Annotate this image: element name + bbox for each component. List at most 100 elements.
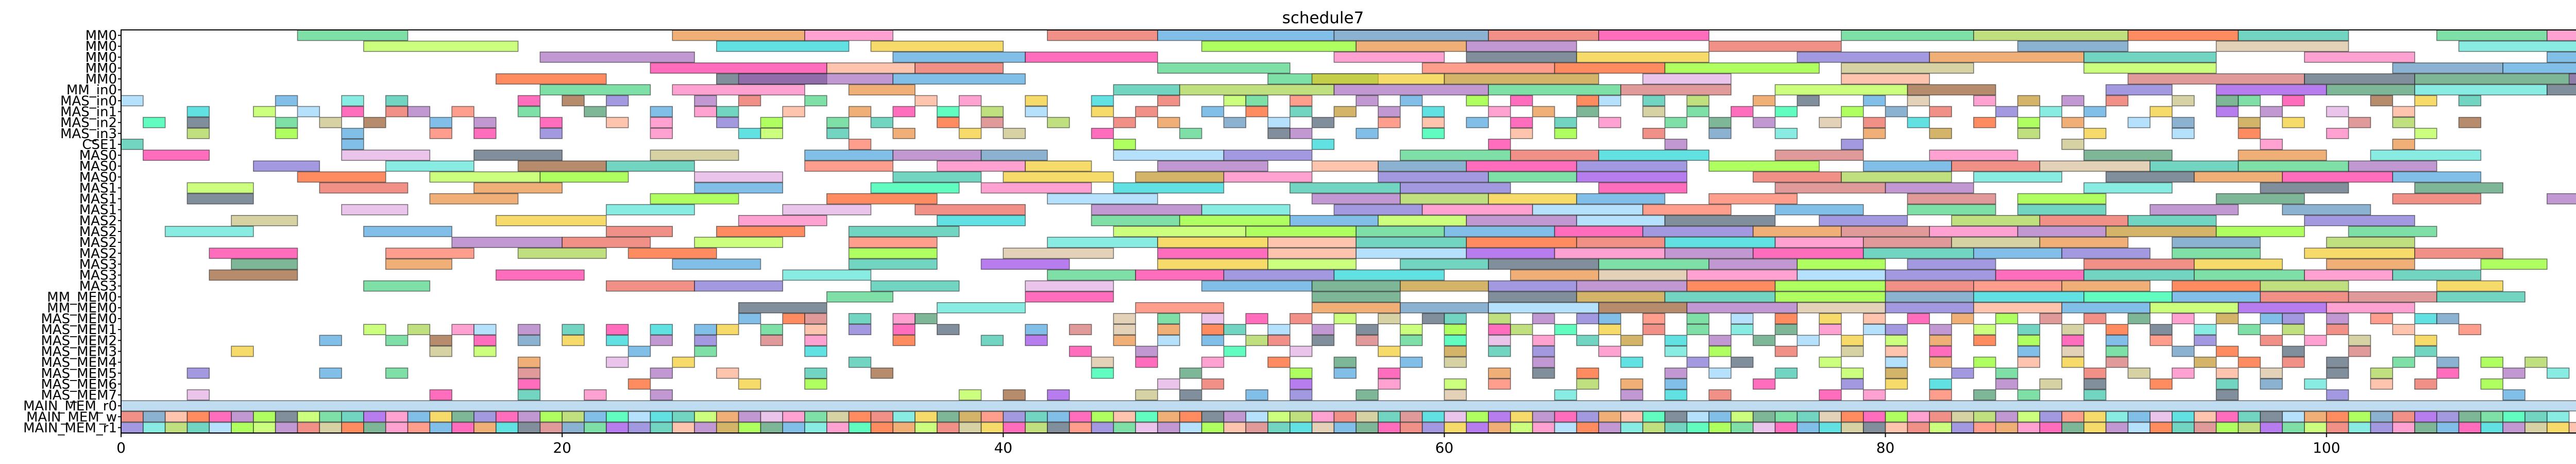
task-bar: [1003, 411, 1026, 423]
task-bar: [1841, 171, 1952, 183]
task-bar: [2304, 215, 2415, 226]
task-bar: [958, 411, 982, 423]
task-bar: [1223, 422, 1246, 434]
task-bar: [2414, 73, 2576, 85]
task-bar: [1025, 291, 1114, 303]
task-bar: [1797, 422, 1820, 434]
task-bar: [1885, 356, 1908, 368]
task-bar: [848, 106, 872, 118]
task-bar: [2017, 389, 2041, 401]
y-tick-label: MAS_in3: [60, 126, 117, 142]
task-bar: [1421, 117, 1445, 128]
task-bar: [2215, 40, 2349, 52]
task-bar: [1708, 193, 1798, 205]
task-bar: [760, 324, 784, 336]
task-bar: [2017, 324, 2041, 336]
task-bar: [628, 345, 651, 357]
task-bar: [1201, 280, 1313, 292]
y-tick-label: MAS2: [79, 235, 117, 251]
task-bar: [1069, 411, 1092, 423]
task-bar: [2326, 367, 2349, 379]
task-bar: [1752, 411, 1776, 423]
task-bar: [2172, 247, 2261, 259]
task-bar: [848, 247, 938, 259]
task-bar: [1466, 411, 1489, 423]
task-bar: [495, 269, 585, 281]
task-bar: [2458, 40, 2576, 52]
task-bar: [1774, 84, 1908, 96]
task-bar: [2414, 422, 2437, 434]
task-bar: [1554, 117, 1578, 128]
task-bar: [605, 422, 629, 434]
task-bar: [2436, 280, 2503, 292]
task-bar: [539, 422, 563, 434]
task-bar: [429, 127, 452, 139]
task-bar: [605, 411, 629, 423]
task-bar: [1797, 411, 1820, 423]
task-bar: [1510, 95, 1533, 107]
task-bar: [1731, 411, 1754, 423]
task-bar: [1576, 313, 1599, 324]
y-tick-label: MAS_MEM6: [41, 377, 117, 392]
task-bar: [1091, 356, 1114, 368]
task-bar: [1774, 345, 1798, 357]
task-bar: [1598, 117, 1621, 128]
task-bar: [2304, 422, 2327, 434]
task-bar: [1620, 335, 1643, 346]
task-bar: [2304, 269, 2393, 281]
task-bar: [1620, 356, 1643, 368]
task-bar: [2172, 237, 2261, 248]
y-tick-label: MAS_MEM1: [41, 322, 117, 338]
task-bar: [539, 411, 563, 423]
task-bar: [1421, 204, 1533, 216]
task-bar: [2083, 422, 2107, 434]
task-bar: [914, 313, 938, 324]
task-bar: [1973, 29, 2129, 41]
task-bar: [2194, 258, 2283, 270]
task-bar: [2326, 356, 2349, 368]
task-bar: [870, 40, 1004, 52]
task-bar: [1510, 127, 1533, 139]
task-bar: [2238, 356, 2261, 368]
task-bar: [1400, 280, 1489, 292]
x-axis: 0 20 40 60 80 100: [116, 433, 2340, 456]
task-bar: [2392, 193, 2482, 205]
task-bar: [1289, 422, 1313, 434]
task-bar: [1951, 160, 2041, 172]
task-bar: [1091, 127, 1114, 139]
task-bar: [826, 117, 850, 128]
task-bar: [1444, 422, 1467, 434]
task-bar: [1267, 237, 1357, 248]
task-bar: [1929, 226, 2019, 237]
task-bar: [716, 422, 739, 434]
task-bar: [473, 324, 497, 336]
task-bar: [826, 291, 894, 303]
task-bar: [1355, 422, 1379, 434]
task-bar: [958, 389, 982, 401]
task-bar: [1664, 367, 1688, 379]
task-bar: [2127, 73, 2305, 85]
task-bar: [1400, 258, 1489, 270]
task-bar: [2392, 139, 2415, 150]
task-bar: [429, 411, 452, 423]
task-bar: [628, 411, 651, 423]
task-bar: [2127, 411, 2151, 423]
task-bar: [2282, 95, 2305, 107]
task-bar: [1752, 117, 1776, 128]
task-bar: [1047, 237, 1158, 248]
task-bar: [1532, 106, 1555, 118]
task-bar: [495, 411, 519, 423]
task-bar: [2414, 247, 2503, 259]
task-bar: [1885, 269, 1996, 281]
task-bar: [848, 139, 872, 150]
task-bar: [517, 106, 541, 118]
task-bar: [1797, 51, 1930, 63]
task-bar: [1091, 422, 1114, 434]
task-bar: [1929, 127, 1952, 139]
task-bar: [2282, 411, 2305, 423]
task-bar: [1444, 356, 1467, 368]
task-bar: [495, 422, 519, 434]
task-bar: [562, 422, 585, 434]
task-bar: [914, 422, 938, 434]
